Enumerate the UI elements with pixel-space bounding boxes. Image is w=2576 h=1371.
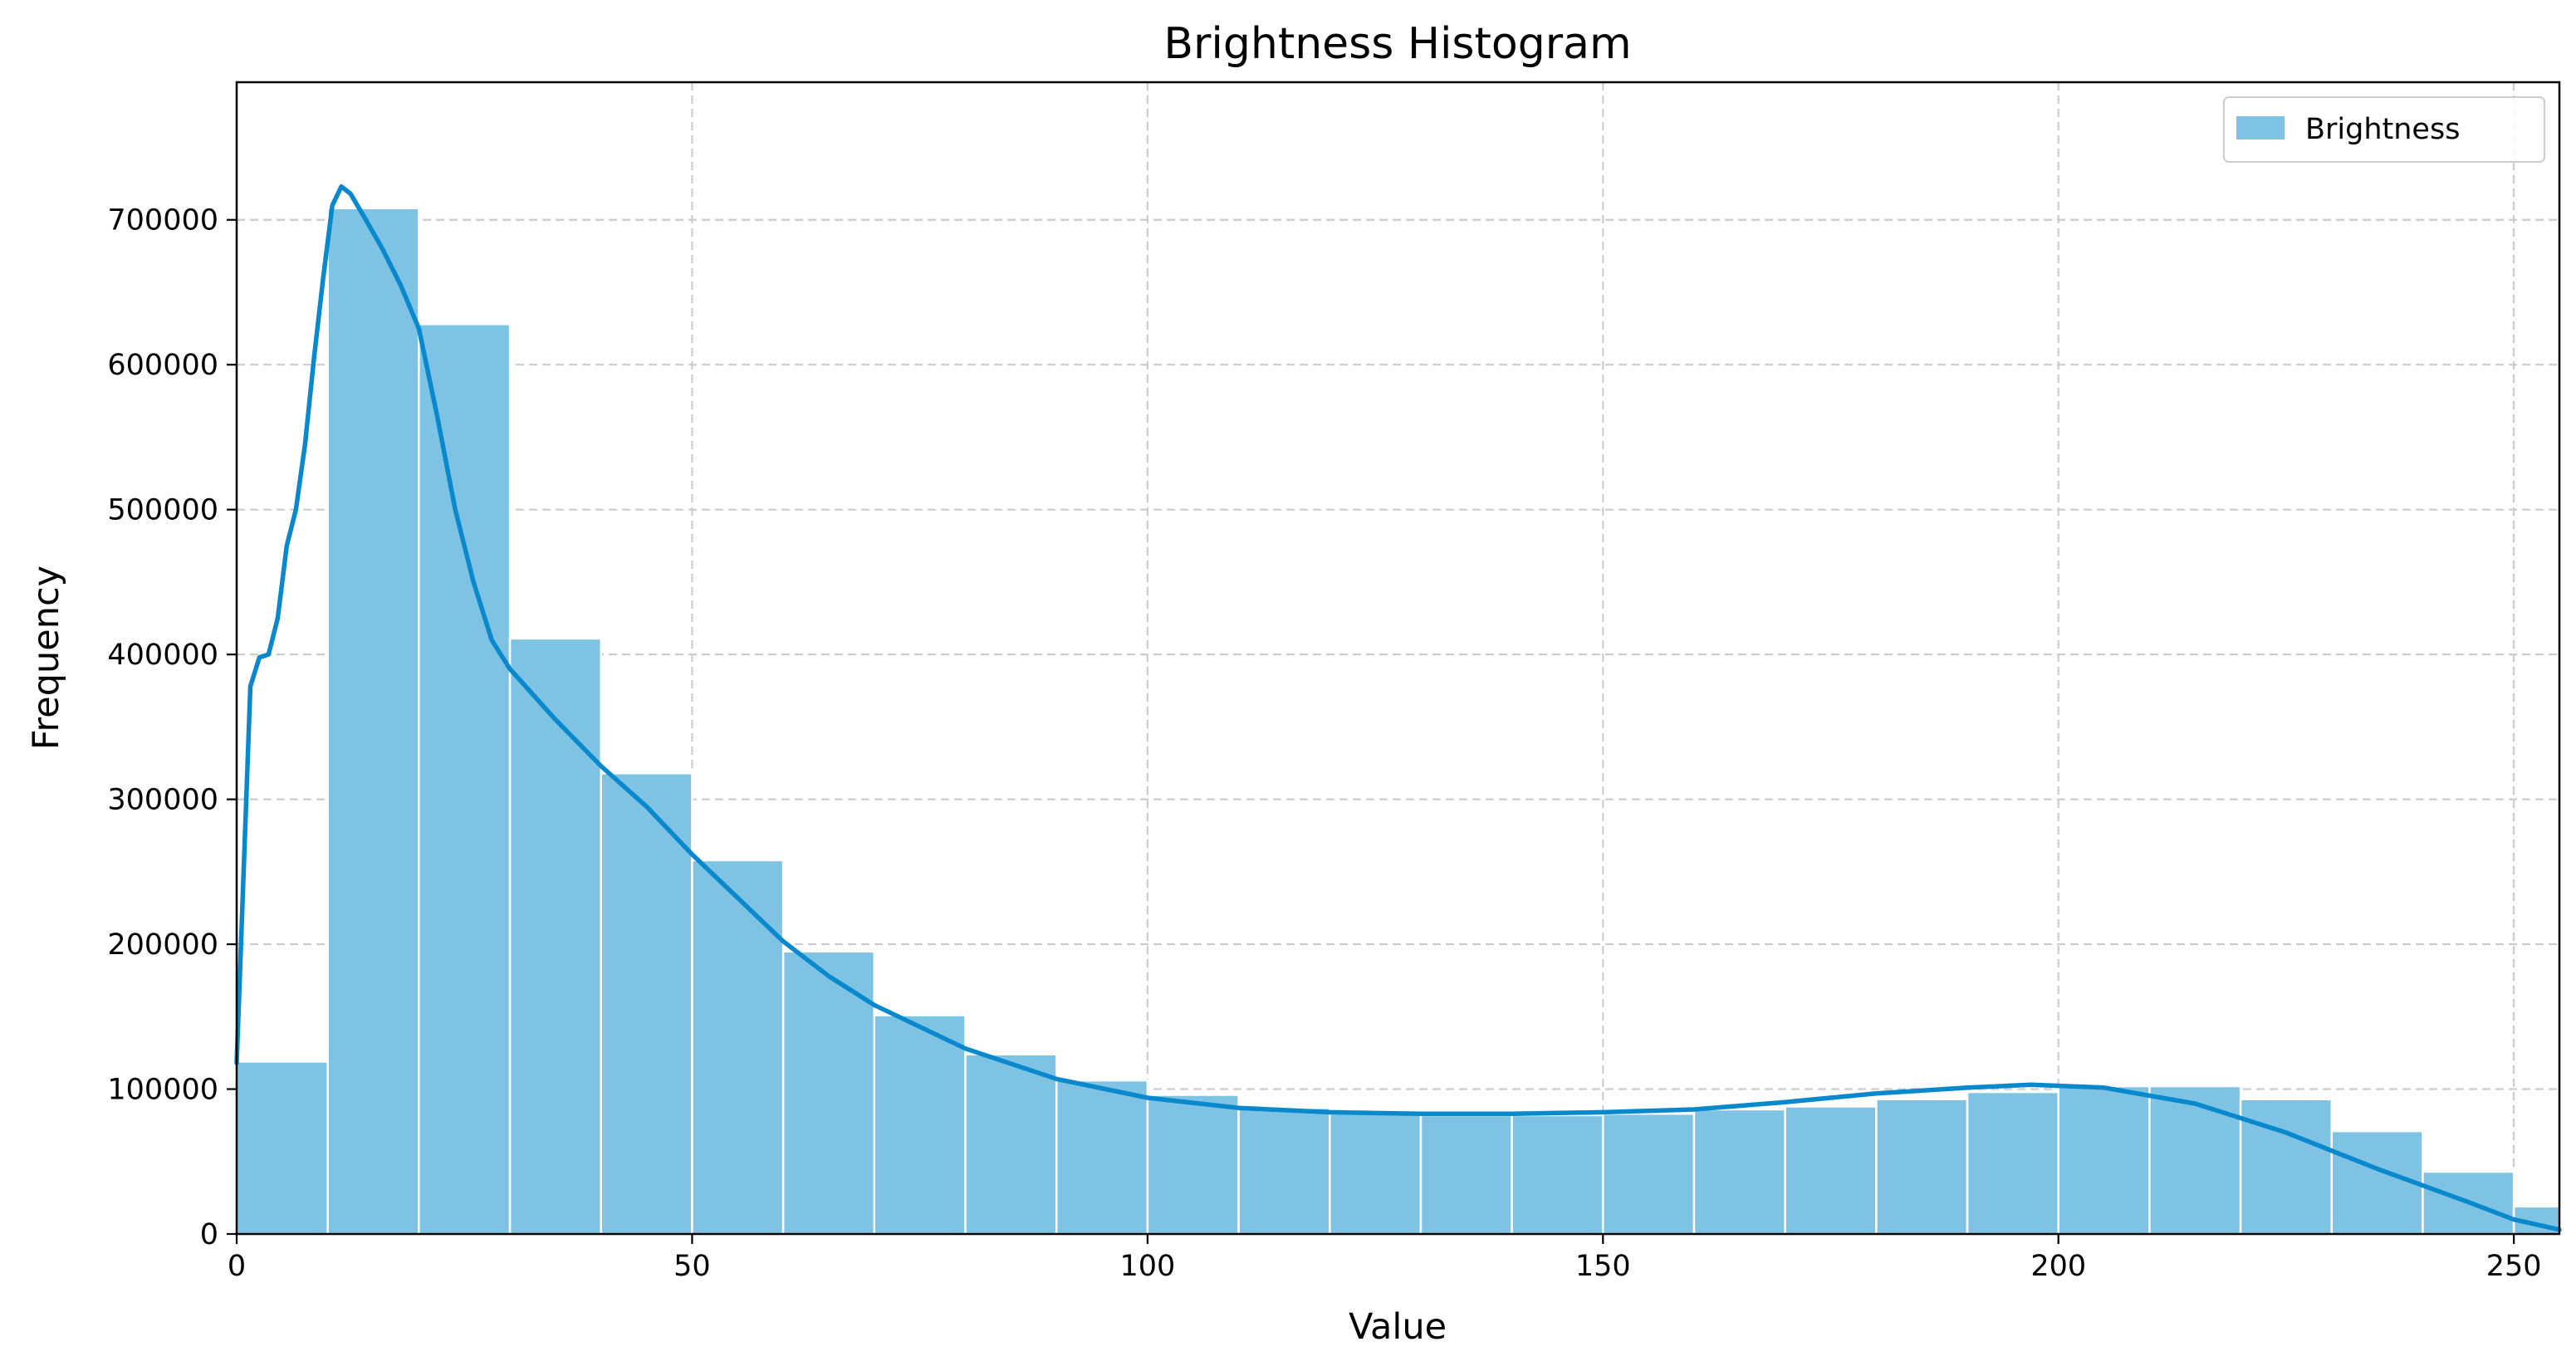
histogram-bar-14 — [1511, 1114, 1604, 1236]
histogram-bar-3 — [508, 637, 602, 1236]
histogram-bar-15 — [1602, 1112, 1696, 1236]
x-tick-label-3: 150 — [1575, 1250, 1631, 1283]
y-tick-label-6: 600000 — [107, 349, 218, 382]
y-tick-label-2: 200000 — [107, 928, 218, 962]
density-curve-line — [234, 184, 2562, 1232]
y-tick-label-7: 700000 — [107, 204, 218, 237]
histogram-bar-17 — [1784, 1105, 1878, 1236]
histogram-bar-9 — [1055, 1079, 1149, 1236]
histogram-bar-0 — [235, 1060, 329, 1236]
histogram-bar-18 — [1875, 1098, 1969, 1236]
y-tick-label-4: 400000 — [107, 639, 218, 672]
x-tick-label-5: 250 — [2486, 1250, 2542, 1283]
legend-box — [2223, 96, 2545, 163]
histogram-bar-10 — [1146, 1094, 1240, 1236]
legend-swatch-brightness — [2236, 116, 2285, 140]
y-tick-label-5: 500000 — [107, 494, 218, 527]
histogram-bar-12 — [1328, 1111, 1423, 1236]
histogram-bar-5 — [691, 859, 785, 1236]
x-axis-ticks: 0 50 100 150 200 250 — [228, 1234, 2542, 1283]
histogram-bar-8 — [964, 1053, 1058, 1236]
histogram-bar-16 — [1692, 1108, 1786, 1236]
histogram-bar-23 — [2330, 1129, 2424, 1236]
bars-layer — [235, 207, 2561, 1236]
histogram-bar-4 — [600, 771, 693, 1236]
histogram-bar-13 — [1419, 1114, 1513, 1236]
x-tick-label-1: 50 — [673, 1250, 711, 1283]
histogram-bar-11 — [1237, 1106, 1331, 1236]
x-axis-label: Value — [1349, 1306, 1447, 1348]
histogram-bar-22 — [2239, 1098, 2334, 1236]
y-tick-label-3: 300000 — [107, 784, 218, 817]
density-curve-layer — [234, 184, 2562, 1232]
y-axis-label: Frequency — [26, 566, 67, 750]
x-tick-label-0: 0 — [228, 1250, 246, 1283]
histogram-bar-20 — [2057, 1085, 2151, 1236]
chart-title: Brightness Histogram — [1163, 19, 1631, 69]
y-tick-label-0: 0 — [200, 1218, 218, 1251]
y-axis-ticks: 0 100000 200000 300000 400000 500000 600000 700… — [107, 204, 237, 1251]
histogram-bar-7 — [873, 1014, 967, 1236]
histogram-bar-2 — [418, 323, 512, 1236]
legend-label-brightness: Brightness — [2305, 113, 2460, 146]
histogram-bar-1 — [326, 207, 420, 1236]
x-tick-label-4: 200 — [2030, 1250, 2086, 1283]
x-tick-label-2: 100 — [1119, 1250, 1175, 1283]
histogram-bar-6 — [781, 950, 876, 1236]
histogram-bar-21 — [2148, 1085, 2242, 1236]
y-tick-label-1: 100000 — [107, 1074, 218, 1107]
legend: Brightness — [2223, 96, 2545, 163]
histogram-bar-19 — [1966, 1090, 2059, 1236]
plot-frame — [235, 81, 2561, 1236]
